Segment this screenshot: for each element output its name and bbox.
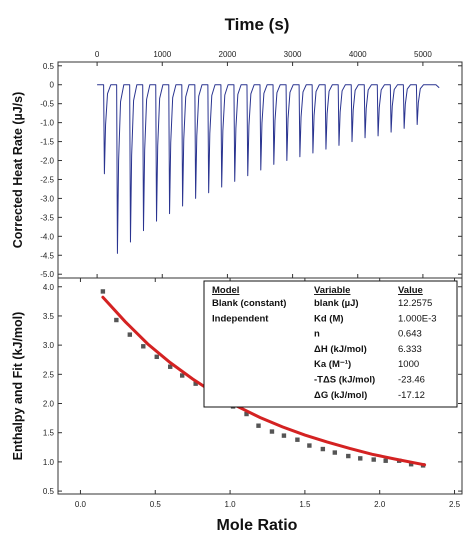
mole-ratio-tick-label: 2.0 [374,500,386,509]
enthalpy-data-point [307,443,312,448]
heat-rate-tick-label: -2.0 [40,157,54,166]
fit-table-cell: Blank (constant) [212,298,286,309]
fit-table-cell: Independent [212,313,269,324]
enthalpy-data-point [256,423,261,428]
enthalpy-ticks: 0.0 0.5 1.0 1.5 2.0 2.5 0.5 1.0 1.5 2.0 2.5 3.0 3.5 4… [43,278,462,509]
fit-parameters-table: Model Variable Value Blank (constant) blank … [203,280,458,408]
time-tick-label: 3000 [284,50,302,59]
heat-rate-tick-label: -4.0 [40,232,54,241]
fit-table-header: Value [398,285,423,296]
heat-rate-ticks: 0 1000 2000 3000 4000 5000 0.5 0 -0.5 -1.0 -1.5 -2.… [40,50,462,279]
enthalpy-data-point [346,453,351,459]
enthalpy-data-point [141,344,146,349]
heat-rate-tick-label: -0.5 [40,100,54,109]
enthalpy-data-point [244,411,249,417]
mole-ratio-tick-label: 1.5 [299,500,311,509]
enthalpy-data-point [193,381,198,386]
time-tick-label: 1000 [153,50,171,59]
mole-ratio-tick-label: 2.5 [449,500,461,509]
enthalpy-tick-label: 3.5 [43,312,55,321]
heat-rate-tick-label: -3.0 [40,194,54,203]
fit-table-cell: 1.000E-3 [398,313,437,324]
fit-table-cell: -TΔS (kJ/mol) [314,375,375,386]
enthalpy-data-point [408,462,414,467]
enthalpy-data-point [269,429,275,434]
enthalpy-tick-label: 3.0 [43,341,55,350]
enthalpy-tick-label: 0.5 [43,487,55,496]
enthalpy-data-point [114,317,119,323]
heat-rate-tick-label: -2.5 [40,175,54,184]
fit-table-cell: Ka (M⁻¹) [314,359,351,370]
heat-rate-tick-label: -4.5 [40,251,54,260]
enthalpy-data-point [295,437,300,442]
enthalpy-data-point [154,354,159,360]
fit-table-cell: blank (µJ) [314,298,359,309]
time-tick-label: 4000 [349,50,367,59]
thermogram-line [97,84,440,254]
fit-table-cell: 0.643 [398,329,422,340]
fit-table-cell: 6.333 [398,344,422,355]
enthalpy-data-point [320,446,326,452]
enthalpy-plot-frame [57,277,463,495]
heat-rate-tick-label: -1.5 [40,138,54,147]
fit-table-box [203,280,458,408]
enthalpy-data-point [383,458,388,463]
mole-ratio-tick-label: 0.5 [150,500,162,509]
fit-table-cell: ΔH (kJ/mol) [314,344,367,355]
top-axis-title: Time (s) [225,15,290,34]
time-tick-label: 0 [95,50,100,59]
fit-table-cell: n [314,329,320,340]
enthalpy-data-point [127,332,133,337]
heat-rate-tick-label: -5.0 [40,270,54,279]
time-tick-label: 2000 [219,50,237,59]
bottom-axis-title: Mole Ratio [217,517,298,534]
fit-table-cell: -17.12 [398,390,425,401]
enthalpy-data-point [100,289,106,294]
heat-rate-tick-label: -1.0 [40,119,54,128]
heat-rate-tick-label: 0 [50,81,55,90]
enthalpy-y-axis-title: Enthalpy and Fit (kJ/mol) [11,312,25,461]
heat-rate-tick-label: 0.5 [43,62,55,71]
fit-table-cell: 12.2575 [398,298,432,309]
heat-rate-tick-label: -3.5 [40,213,54,222]
enthalpy-tick-label: 4.0 [43,283,55,292]
enthalpy-tick-label: 2.0 [43,400,55,409]
mole-ratio-tick-label: 1.0 [225,500,237,509]
enthalpy-tick-label: 1.5 [43,429,55,438]
enthalpy-data-point [281,433,287,438]
fit-table-header: Model [212,285,239,296]
fit-curve [101,295,427,467]
enthalpy-data-point [371,457,376,462]
enthalpy-data-point [179,373,185,378]
fit-table-cell: ΔG (kJ/mol) [314,390,367,401]
heat-rate-panel: 0 1000 2000 3000 4000 5000 0.5 0 -0.5 -1.0 -1.5 -2.… [11,50,463,279]
enthalpy-data-point [168,364,173,369]
fit-table-cell: Kd (M) [314,313,344,324]
enthalpy-tick-label: 2.5 [43,370,55,379]
enthalpy-panel: 0.0 0.5 1.0 1.5 2.0 2.5 0.5 1.0 1.5 2.0 2.5 3.0 3.5 4… [11,277,463,509]
mole-ratio-tick-label: 0.0 [75,500,87,509]
enthalpy-tick-label: 1.0 [43,458,55,467]
fit-table-cell: -23.46 [398,375,425,386]
enthalpy-data-point [358,456,363,461]
enthalpy-data-point [332,450,338,455]
fit-table-header: Variable [314,285,350,296]
fit-table-cell: 1000 [398,359,419,370]
time-tick-label: 5000 [414,50,432,59]
heat-rate-y-axis-title: Corrected Heat Rate (µJ/s) [11,92,25,249]
